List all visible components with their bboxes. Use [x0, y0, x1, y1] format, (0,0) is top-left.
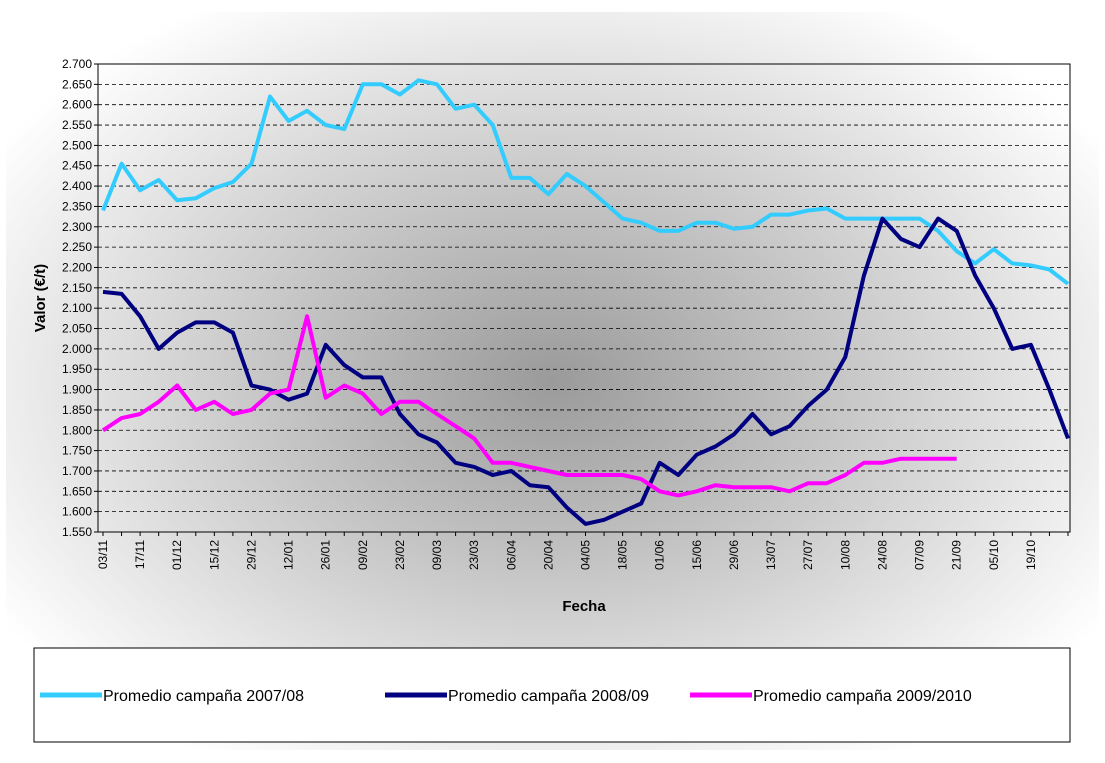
- y-tick-label: 2.700: [62, 57, 92, 71]
- x-tick-label: 23/02: [393, 540, 407, 570]
- x-tick-label: 29/12: [244, 540, 258, 570]
- chart-background: [6, 12, 1099, 750]
- x-tick-label: 01/06: [653, 540, 667, 570]
- legend-label: Promedio campaña 2009/2010: [753, 688, 972, 705]
- y-tick-label: 2.000: [62, 342, 92, 356]
- y-tick-label: 2.550: [62, 118, 92, 132]
- y-tick-label: 2.500: [62, 138, 92, 152]
- x-tick-label: 17/11: [133, 540, 147, 569]
- x-tick-label: 12/01: [282, 540, 296, 570]
- y-tick-label: 2.600: [62, 98, 92, 112]
- y-tick-label: 2.200: [62, 260, 92, 274]
- y-tick-label: 2.100: [62, 301, 92, 315]
- y-tick-label: 1.800: [62, 423, 92, 437]
- x-tick-label: 03/11: [96, 540, 110, 569]
- y-tick-label: 1.600: [62, 505, 92, 519]
- x-tick-label: 01/12: [170, 540, 184, 570]
- y-tick-label: 2.150: [62, 281, 92, 295]
- y-tick-label: 1.850: [62, 403, 92, 417]
- x-tick-label: 20/04: [541, 540, 555, 570]
- y-tick-label: 1.750: [62, 444, 92, 458]
- legend-label: Promedio campaña 2008/09: [448, 688, 649, 705]
- y-tick-label: 2.250: [62, 240, 92, 254]
- x-tick-label: 05/10: [987, 540, 1001, 570]
- y-tick-label: 2.050: [62, 322, 92, 336]
- x-tick-label: 29/06: [727, 540, 741, 570]
- x-tick-label: 19/10: [1024, 540, 1038, 570]
- x-tick-label: 09/03: [430, 540, 444, 570]
- series-line: [101, 78, 1070, 286]
- y-tick-label: 2.450: [62, 159, 92, 173]
- x-tick-label: 10/08: [838, 540, 852, 570]
- y-tick-label: 2.400: [62, 179, 92, 193]
- x-tick-label: 07/09: [913, 540, 927, 570]
- x-tick-label: 13/07: [764, 540, 778, 570]
- x-tick-label: 24/08: [875, 540, 889, 570]
- y-tick-label: 1.650: [62, 484, 92, 498]
- x-tick-label: 15/06: [690, 540, 704, 570]
- series-line: [101, 314, 957, 498]
- x-tick-label: 23/03: [467, 540, 481, 570]
- y-tick-label: 2.650: [62, 77, 92, 91]
- x-tick-label: 09/02: [356, 540, 370, 570]
- y-axis-label: Valor (€/t): [32, 264, 49, 332]
- y-tick-label: 2.350: [62, 199, 92, 213]
- x-tick-label: 18/05: [616, 540, 630, 570]
- legend-box: [33, 647, 1071, 743]
- x-tick-label: 15/12: [207, 540, 221, 570]
- y-tick-label: 1.950: [62, 362, 92, 376]
- x-tick-label: 27/07: [801, 540, 815, 570]
- legend-label: Promedio campaña 2007/08: [103, 688, 304, 705]
- x-tick-label: 06/04: [504, 540, 518, 570]
- y-tick-label: 1.550: [62, 525, 92, 539]
- y-tick-label: 1.900: [62, 383, 92, 397]
- y-tick-label: 1.700: [62, 464, 92, 478]
- x-tick-label: 04/05: [579, 540, 593, 570]
- series-line: [102, 216, 1070, 526]
- x-tick-label: 21/09: [950, 540, 964, 570]
- x-tick-label: 26/01: [319, 540, 333, 570]
- x-axis-label: Fecha: [562, 598, 606, 615]
- y-tick-label: 2.300: [62, 220, 92, 234]
